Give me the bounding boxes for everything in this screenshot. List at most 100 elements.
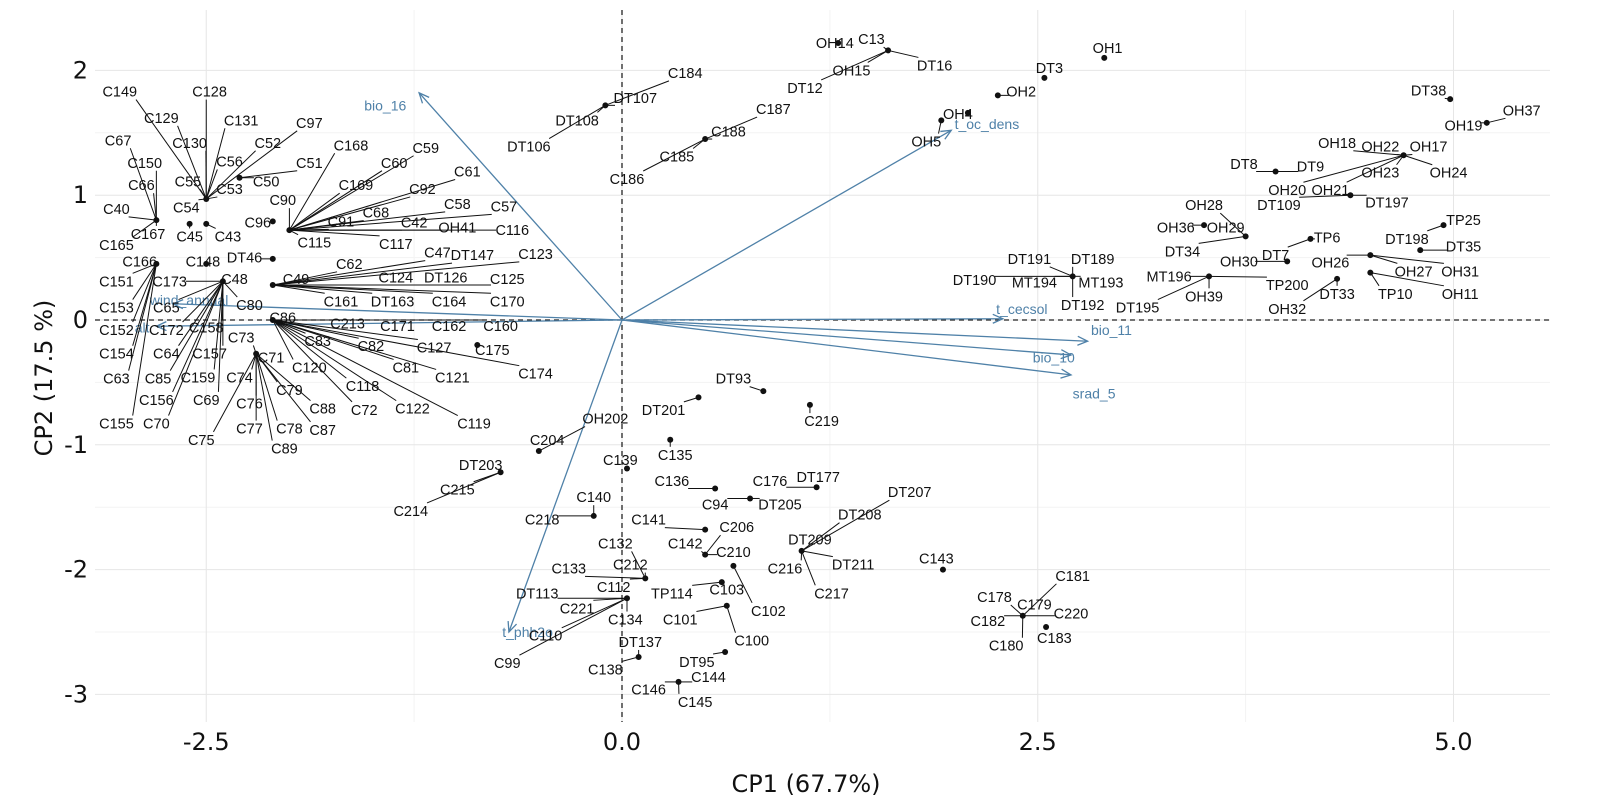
observation-label: C78: [276, 422, 303, 438]
observation-label: DT109: [1257, 198, 1301, 214]
y-tick-label: -2: [64, 556, 88, 584]
label-leader: [205, 130, 298, 200]
observation-label: DT209: [788, 533, 832, 549]
observation-point: [702, 551, 709, 558]
observation-label: C180: [989, 639, 1024, 655]
observation-label: C62: [336, 257, 363, 273]
vector-arrowhead: [940, 129, 953, 140]
label-leader: [696, 605, 727, 613]
label-leader: [205, 150, 256, 200]
observation-label: OH11: [1442, 287, 1479, 303]
observation-label: C100: [734, 634, 769, 650]
observation-point: [885, 47, 892, 54]
label-leader: [255, 353, 273, 441]
observation-label: C169: [339, 178, 374, 194]
observation-label: DT34: [1165, 244, 1200, 260]
label-leader: [801, 499, 890, 552]
label-leader: [132, 263, 157, 300]
observation-label: OH26: [1311, 256, 1349, 272]
observation-label: C128: [192, 85, 227, 101]
observation-point: [1367, 269, 1374, 276]
observation-label: C118: [346, 379, 380, 395]
observation-label: C181: [1055, 569, 1090, 585]
observation-points: [153, 39, 1490, 685]
observation-label: C206: [719, 520, 754, 536]
observation-label: OH20: [1268, 183, 1306, 199]
observation-label: C96: [244, 216, 271, 232]
observation-label: C165: [99, 238, 134, 254]
observation-point: [623, 595, 630, 602]
observation-label: C221: [560, 601, 595, 617]
label-leader: [272, 319, 294, 360]
observation-label: C156: [139, 393, 174, 409]
observation-label: DT7: [1262, 248, 1289, 264]
label-leader: [1370, 254, 1444, 264]
observation-label: C63: [103, 372, 130, 388]
observation-label: C51: [296, 156, 323, 172]
observation-point: [723, 602, 730, 609]
observation-label: C90: [269, 193, 296, 209]
observation-point: [1242, 233, 1249, 240]
label-leader: [132, 263, 157, 274]
label-leader: [538, 426, 586, 452]
observation-label: C131: [224, 113, 259, 129]
observation-label: DT191: [1008, 252, 1052, 268]
label-leader: [1370, 254, 1398, 264]
vector-t_phh2o: [508, 319, 623, 633]
label-leader: [132, 263, 157, 323]
observation-label: OH4: [943, 107, 973, 123]
observation-label: C185: [660, 150, 695, 166]
observation-label: C162: [432, 319, 467, 335]
observation-point: [994, 92, 1001, 99]
observation-label: C132: [598, 536, 633, 552]
observation-label: C102: [751, 604, 786, 620]
observation-label: C71: [258, 350, 285, 366]
label-leader: [289, 211, 446, 231]
observation-label: OH36: [1157, 221, 1195, 237]
observation-point: [623, 465, 630, 472]
observation-label: OH21: [1311, 183, 1349, 199]
observation-label: C13: [858, 32, 885, 48]
label-leader: [289, 213, 492, 231]
label-leader: [1403, 154, 1433, 166]
vector-bio_16: [418, 92, 623, 321]
observation-point: [153, 217, 160, 224]
observation-label: C167: [131, 227, 166, 243]
x-tick-label: 0.0: [603, 728, 641, 756]
label-leader: [272, 319, 397, 402]
observation-label: C172: [149, 323, 184, 339]
observation-label: OH19: [1445, 118, 1483, 134]
observation-point: [1483, 119, 1490, 126]
observation-label: C218: [525, 513, 560, 529]
label-leader: [1353, 150, 1404, 156]
observation-point: [1307, 235, 1314, 242]
observation-label: C178: [977, 590, 1012, 606]
label-leader: [1486, 117, 1506, 124]
observation-label: C212: [613, 558, 648, 574]
label-leader: [213, 353, 257, 433]
label-leader: [801, 522, 840, 552]
observation-label: C83: [304, 334, 331, 350]
label-leader: [887, 49, 919, 58]
observation-label: DT205: [758, 498, 802, 514]
observation-label: C151: [99, 274, 134, 290]
vector-alt: [156, 319, 623, 327]
observation-point: [730, 562, 737, 569]
observation-label: C123: [518, 247, 553, 263]
observation-label: C50: [253, 174, 280, 190]
label-leader: [664, 527, 706, 531]
observation-point: [702, 526, 709, 533]
observation-point: [236, 174, 243, 181]
observation-point: [964, 109, 971, 116]
observation-label: OH1: [1093, 41, 1123, 57]
observation-label: DT8: [1230, 157, 1257, 173]
label-leader: [692, 581, 722, 586]
y-tick-label: 1: [73, 181, 88, 209]
observation-point: [702, 136, 709, 143]
label-leader: [1346, 154, 1404, 183]
observation-label: OH32: [1268, 302, 1306, 318]
observation-label: C213: [330, 317, 365, 333]
observation-label: DT195: [1116, 301, 1160, 317]
observation-label: TP6: [1314, 231, 1341, 247]
label-leader: [129, 148, 157, 221]
